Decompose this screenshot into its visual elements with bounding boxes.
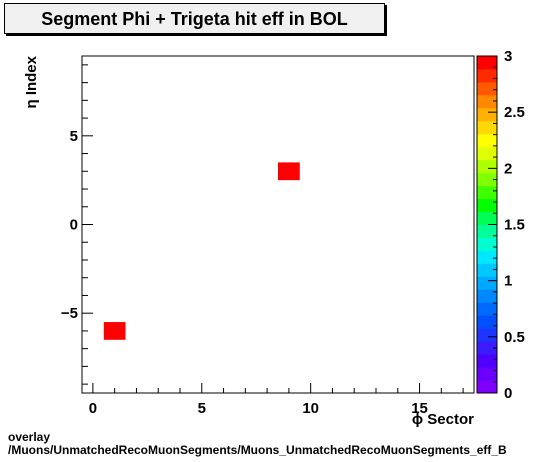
heatmap-cell bbox=[103, 322, 126, 340]
y-axis: −5 0 5 bbox=[61, 64, 93, 385]
z-tick-label: 1 bbox=[504, 273, 512, 290]
colorbar bbox=[476, 55, 498, 394]
z-tick-label: 0 bbox=[504, 385, 512, 402]
x-tick-label: 15 bbox=[411, 400, 428, 417]
colorbar-swatch bbox=[477, 367, 497, 381]
colorbar-swatch bbox=[477, 380, 497, 394]
colorbar-swatch bbox=[477, 250, 497, 264]
colorbar-swatch bbox=[477, 185, 497, 200]
heatmap-cell bbox=[278, 162, 300, 181]
colorbar-swatch bbox=[477, 354, 497, 368]
colorbar-swatch bbox=[477, 302, 497, 316]
colorbar-axis: 0 0.5 1 1.5 2 2.5 3 bbox=[488, 48, 525, 402]
colorbar-swatch bbox=[477, 120, 497, 135]
heatmap-cells bbox=[103, 162, 300, 340]
colorbar-swatch bbox=[477, 237, 497, 251]
x-axis-label: ϕ Sector bbox=[412, 411, 474, 428]
colorbar-swatch bbox=[477, 328, 497, 342]
colorbar-swatch bbox=[477, 107, 497, 122]
colorbar-swatch bbox=[477, 56, 497, 70]
colorbar-swatch bbox=[477, 133, 497, 148]
colorbar-swatch bbox=[477, 341, 497, 355]
colorbar-swatch bbox=[477, 81, 497, 96]
chart-title: Segment Phi + Trigeta hit eff in BOL bbox=[41, 9, 348, 29]
colorbar-swatch bbox=[477, 94, 497, 109]
colorbar-swatch bbox=[477, 198, 497, 213]
footer-line-2: /Muons/UnmatchedRecoMuonSegments/Muons_U… bbox=[8, 443, 507, 457]
y-axis-label: η Index bbox=[23, 55, 40, 108]
y-tick-label: 5 bbox=[70, 128, 78, 145]
x-tick-label: 5 bbox=[198, 400, 206, 417]
x-axis: 0 5 10 15 bbox=[89, 383, 464, 417]
colorbar-swatch bbox=[477, 289, 497, 303]
z-tick-label: 1.5 bbox=[504, 217, 525, 234]
z-tick-label: 2 bbox=[504, 160, 512, 177]
colorbar-swatch bbox=[477, 276, 497, 290]
z-tick-label: 3 bbox=[504, 48, 512, 65]
footer-line-1: overlay bbox=[8, 430, 51, 444]
colorbar-swatch bbox=[477, 146, 497, 161]
y-tick-label: 0 bbox=[70, 217, 78, 234]
x-tick-label: 0 bbox=[89, 400, 97, 417]
colorbar-swatch bbox=[477, 172, 497, 187]
z-tick-label: 0.5 bbox=[504, 329, 525, 346]
colorbar-swatch bbox=[477, 68, 497, 83]
z-tick-label: 2.5 bbox=[504, 104, 525, 121]
colorbar-swatch bbox=[477, 224, 497, 238]
colorbar-swatch bbox=[477, 315, 497, 329]
y-tick-label: −5 bbox=[61, 305, 78, 322]
title-box: Segment Phi + Trigeta hit eff in BOL bbox=[4, 3, 385, 34]
colorbar-swatch bbox=[477, 211, 497, 225]
colorbar-swatch bbox=[477, 263, 497, 277]
plot-frame bbox=[81, 55, 475, 394]
footer: overlay /Muons/UnmatchedRecoMuonSegments… bbox=[8, 431, 507, 457]
x-tick-label: 10 bbox=[302, 400, 319, 417]
colorbar-swatch bbox=[477, 159, 497, 174]
